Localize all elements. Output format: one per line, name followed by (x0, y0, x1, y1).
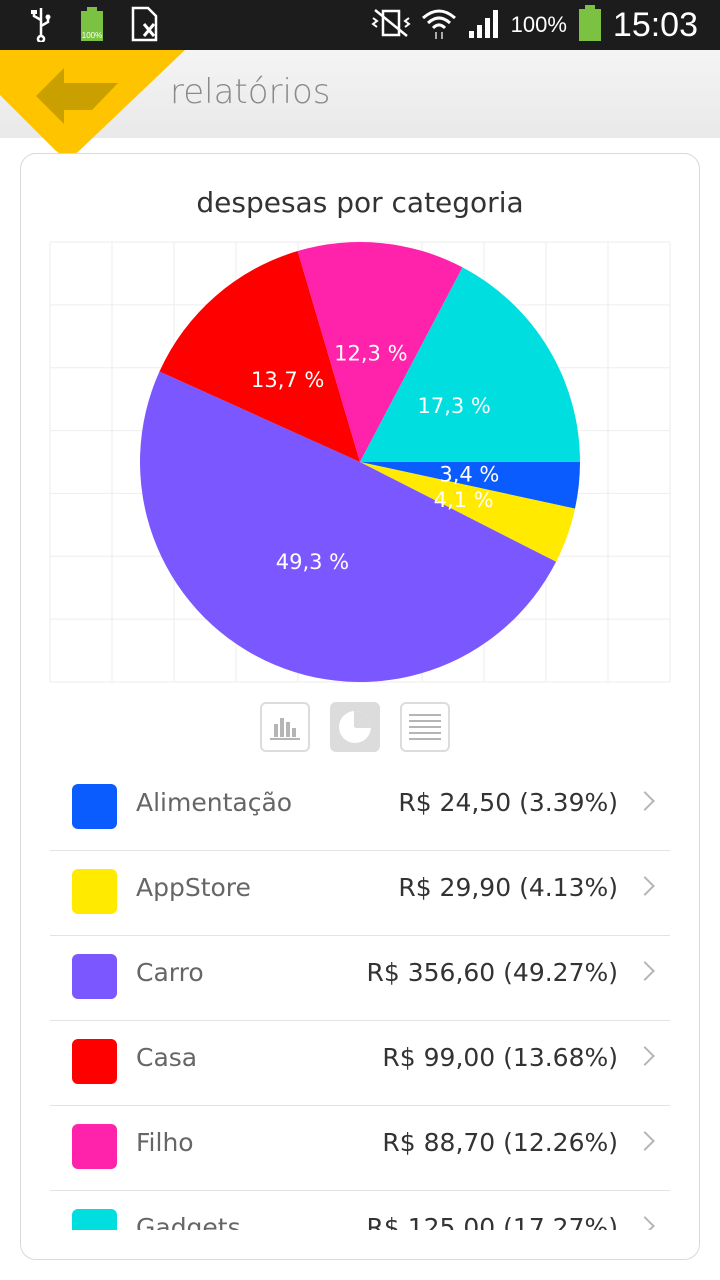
report-card: despesas por categoria 3,4 % 4,1 % 49,3 % 1… (20, 153, 700, 1260)
wifi-icon (421, 6, 457, 44)
back-arrow-icon (0, 50, 185, 156)
pie-label: 4,1 % (434, 488, 494, 512)
pie-slice-gadgets[interactable] (360, 267, 580, 462)
bar-chart-view-button[interactable] (260, 702, 310, 752)
pie-labels: 3,4 %4,1 % 49,3 % 13,7 % 12,3 % 17,3 % (251, 342, 499, 575)
pie-slice-casa[interactable] (159, 251, 360, 462)
category-list: Alimentação R$ 24,50 (3.39%) AppStore R$ 29… (50, 766, 670, 1230)
battery-percent: 100% (510, 12, 567, 37)
chevron-right-icon (635, 961, 655, 981)
chevron-right-icon (635, 1046, 655, 1066)
page-title: relatórios (170, 72, 331, 112)
vibrate-icon (370, 8, 411, 42)
list-view-button[interactable] (400, 702, 450, 752)
category-name: AppStore (136, 873, 251, 902)
svg-text:100%: 100% (82, 31, 102, 40)
category-amount: R$ 356,60 (49.27%) (366, 958, 618, 987)
pie-slice-filho[interactable] (297, 242, 463, 462)
pie-chart: 3,4 %4,1 % 49,3 % 13,7 % 12,3 % 17,3 % (49, 241, 671, 683)
category-row[interactable]: Carro R$ 356,60 (49.27%) (50, 936, 670, 1021)
usb-icon (28, 6, 54, 46)
category-name: Alimentação (136, 788, 293, 817)
category-color-swatch (72, 869, 117, 914)
category-row[interactable]: Casa R$ 99,00 (13.68%) (50, 1021, 670, 1106)
category-row[interactable]: AppStore R$ 29,90 (4.13%) (50, 851, 670, 936)
pie-label: 3,4 % (439, 463, 499, 487)
category-amount: R$ 99,00 (13.68%) (382, 1043, 618, 1072)
category-name: Gadgets (136, 1213, 241, 1230)
bar-chart-icon (270, 718, 300, 740)
pie-slices (140, 242, 580, 682)
back-button[interactable] (0, 50, 190, 162)
chevron-right-icon (635, 1131, 655, 1151)
list-icon (409, 714, 441, 740)
category-row[interactable]: Gadgets R$ 125,00 (17.27%) (50, 1191, 670, 1230)
battery-icon: 100% (78, 6, 106, 46)
status-bar: 100% (0, 0, 720, 50)
pie-slice-carro[interactable] (140, 371, 557, 682)
chevron-right-icon (635, 791, 655, 811)
signal-icon (467, 7, 501, 43)
clock: 15:03 (612, 5, 698, 44)
category-color-swatch (72, 1039, 117, 1084)
category-amount: R$ 88,70 (12.26%) (382, 1128, 618, 1157)
battery-level-icon (577, 4, 603, 46)
chevron-right-icon (635, 1216, 655, 1230)
category-amount: R$ 125,00 (17.27%) (366, 1213, 618, 1230)
category-name: Carro (136, 958, 204, 987)
pie-label: 12,3 % (334, 342, 407, 366)
category-color-swatch (72, 784, 117, 829)
category-amount: R$ 29,90 (4.13%) (398, 873, 618, 902)
pie-label: 49,3 % (276, 550, 349, 574)
pie-slice-alimentação[interactable] (360, 462, 580, 509)
chart-view-toggle (260, 702, 450, 752)
category-name: Filho (136, 1128, 194, 1157)
chart-title: despesas por categoria (196, 186, 524, 219)
category-color-swatch (72, 1209, 117, 1230)
pie-chart-view-button[interactable] (330, 702, 380, 752)
category-color-swatch (72, 954, 117, 999)
category-name: Casa (136, 1043, 198, 1072)
category-amount: R$ 24,50 (3.39%) (398, 788, 618, 817)
chevron-right-icon (635, 876, 655, 896)
category-color-swatch (72, 1124, 117, 1169)
pie-slice-appstore[interactable] (360, 462, 576, 562)
pie-label: 13,7 % (251, 368, 324, 392)
category-row[interactable]: Alimentação R$ 24,50 (3.39%) (50, 766, 670, 851)
pie-label: 17,3 % (417, 394, 490, 418)
pie-chart-icon (339, 711, 371, 743)
sim-missing-icon (130, 6, 160, 46)
category-row[interactable]: Filho R$ 88,70 (12.26%) (50, 1106, 670, 1191)
